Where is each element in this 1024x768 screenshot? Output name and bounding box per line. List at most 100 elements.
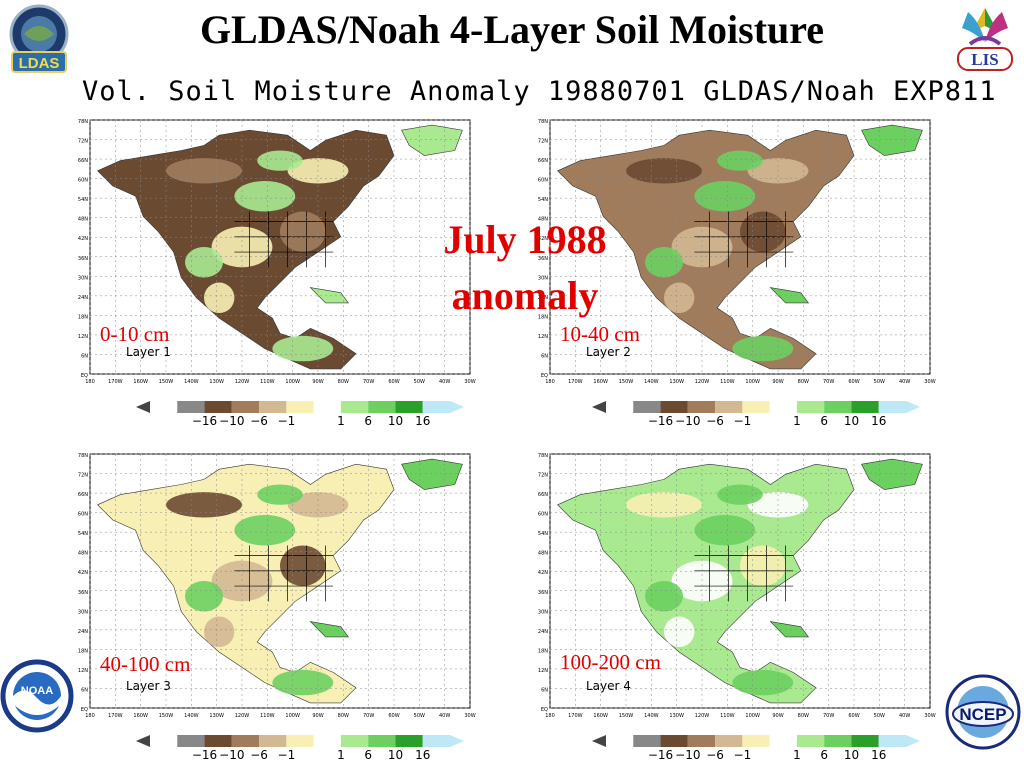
ldas-logo-graphic: LDAS [9, 4, 69, 73]
greenland-landmass [401, 458, 463, 490]
anomaly-region [185, 581, 223, 612]
lon-tick-label: 100W [745, 379, 760, 385]
colorbar-arrow-left [136, 401, 150, 413]
soil-moisture-map-layer-1: 78N 72N 66N 60N 54N 48N 42N 36N 30N 24N 18N 12N 6N EQ… [78, 119, 476, 385]
ldas-logo-text: LDAS [19, 55, 60, 72]
colorbar-tick-label: −16 [191, 748, 218, 762]
map-graphic: 78N 72N 66N 60N 54N 48N 42N 36N 30N 24N 18N 12N 6N EQ… [78, 453, 476, 719]
lat-tick-label: 78N [78, 453, 88, 459]
lat-tick-label: 24N [538, 629, 548, 635]
caribbean-landmass [309, 621, 349, 638]
lon-tick-label: 60W [388, 713, 399, 719]
colorbar-swatch [715, 401, 743, 413]
greenland-landmass [861, 458, 923, 490]
lat-tick-label: 42N [538, 236, 548, 242]
anomaly-region [717, 150, 763, 171]
colorbar-swatch [150, 401, 178, 413]
lon-tick-label: 40W [439, 379, 450, 385]
lon-tick-label: 100W [285, 713, 300, 719]
lon-tick-label: 90W [312, 713, 323, 719]
ncep-logo: NCEP [944, 670, 1022, 754]
lat-tick-label: 18N [538, 648, 548, 654]
colorbar-1: −16 −10 −6 −1 1 6 10 16 [136, 400, 466, 432]
caribbean-landmass [769, 287, 809, 304]
lon-tick-label: 110W [720, 713, 735, 719]
colorbar-tick-label: −16 [647, 748, 674, 762]
lon-tick-label: 180 [545, 713, 555, 719]
lat-tick-label: 66N [78, 158, 88, 164]
colorbar-swatch [150, 735, 178, 747]
layer-label-2: Layer 2 [586, 345, 631, 359]
lon-tick-label: 60W [388, 379, 399, 385]
lon-tick-label: 60W [848, 379, 859, 385]
colorbar-arrow-left [592, 735, 606, 747]
lat-tick-label: EQ [81, 373, 88, 379]
slide-title: GLDAS/Noah 4-Layer Soil Moisture [199, 7, 825, 52]
colorbar-swatch [204, 401, 232, 413]
greenland-landmass [401, 124, 463, 156]
lon-tick-label: 80W [338, 713, 349, 719]
lat-tick-label: 36N [78, 590, 88, 596]
colorbar-tick-label: −6 [250, 414, 268, 428]
colorbar-tick-label: 1 [793, 748, 801, 762]
lon-tick-label: 30W [924, 713, 935, 719]
lon-tick-label: 90W [772, 379, 783, 385]
lat-tick-label: 72N [538, 139, 548, 145]
lon-tick-label: 40W [899, 379, 910, 385]
colorbar-tick-label: −6 [250, 748, 268, 762]
colorbar-swatch [660, 401, 688, 413]
colorbar-tick-label: 10 [843, 748, 860, 762]
lat-tick-label: 54N [538, 531, 548, 537]
colorbar-swatch [824, 401, 852, 413]
lon-tick-label: 90W [312, 379, 323, 385]
lat-tick-label: 6N [541, 687, 548, 693]
anomaly-region [257, 484, 303, 505]
lon-tick-label: 60W [848, 713, 859, 719]
colorbar-tick-label: 1 [337, 748, 345, 762]
anomaly-region [166, 158, 242, 184]
lon-tick-label: 140W [184, 379, 199, 385]
lat-tick-label: 66N [538, 492, 548, 498]
colorbar-swatches [136, 735, 464, 747]
lat-tick-label: 30N [78, 275, 88, 281]
lat-tick-label: 36N [538, 590, 548, 596]
lat-tick-label: 12N [538, 668, 548, 674]
lis-logo-text: LIS [971, 50, 998, 69]
colorbar-swatch [606, 401, 634, 413]
lon-tick-label: 110W [720, 379, 735, 385]
soil-moisture-map-layer-4: 78N 72N 66N 60N 54N 48N 42N 36N 30N 24N 18N 12N 6N EQ… [538, 453, 936, 719]
colorbar-swatch [422, 401, 450, 413]
lat-tick-label: 6N [81, 353, 88, 359]
colorbar-tick-label: 16 [415, 748, 431, 762]
colorbar-swatch [742, 401, 770, 413]
lat-tick-label: 72N [78, 139, 88, 145]
colorbar-swatch [313, 735, 341, 747]
lon-tick-label: 160W [593, 713, 608, 719]
lat-tick-label: EQ [541, 373, 548, 379]
lon-tick-label: 120W [235, 379, 250, 385]
colorbar-tick-label: −6 [706, 414, 724, 428]
anomaly-region [694, 180, 756, 212]
colorbar-tick-label: 1 [793, 414, 801, 428]
depth-label-layer-4: 100-200 cm [560, 650, 661, 674]
colorbar-tick-label: 6 [364, 748, 372, 762]
map-panel-layer-1: 78N 72N 66N 60N 54N 48N 42N 36N 30N 24N 18N 12N 6N EQ… [70, 116, 490, 426]
lat-tick-label: 48N [78, 217, 88, 223]
colorbar-swatch [395, 735, 423, 747]
lon-tick-label: 130W [209, 379, 224, 385]
colorbar-swatch [286, 401, 314, 413]
colorbar-swatch [204, 735, 232, 747]
colorbar-swatch [422, 735, 450, 747]
anomaly-region [272, 669, 334, 696]
soil-moisture-map-layer-3: 78N 72N 66N 60N 54N 48N 42N 36N 30N 24N 18N 12N 6N EQ… [78, 453, 476, 719]
map-panel-layer-4: 78N 72N 66N 60N 54N 48N 42N 36N 30N 24N 18N 12N 6N EQ… [530, 450, 950, 760]
lon-tick-label: 120W [235, 713, 250, 719]
lat-tick-label: 30N [538, 609, 548, 615]
noaa-logo: NOAA [0, 654, 74, 738]
lat-tick-label: 30N [538, 275, 548, 281]
lon-tick-label: 50W [414, 713, 425, 719]
lat-tick-label: 72N [78, 473, 88, 479]
lat-tick-label: 78N [538, 453, 548, 459]
noaa-logo-graphic: NOAA [0, 659, 74, 733]
lon-tick-label: 180 [85, 713, 95, 719]
